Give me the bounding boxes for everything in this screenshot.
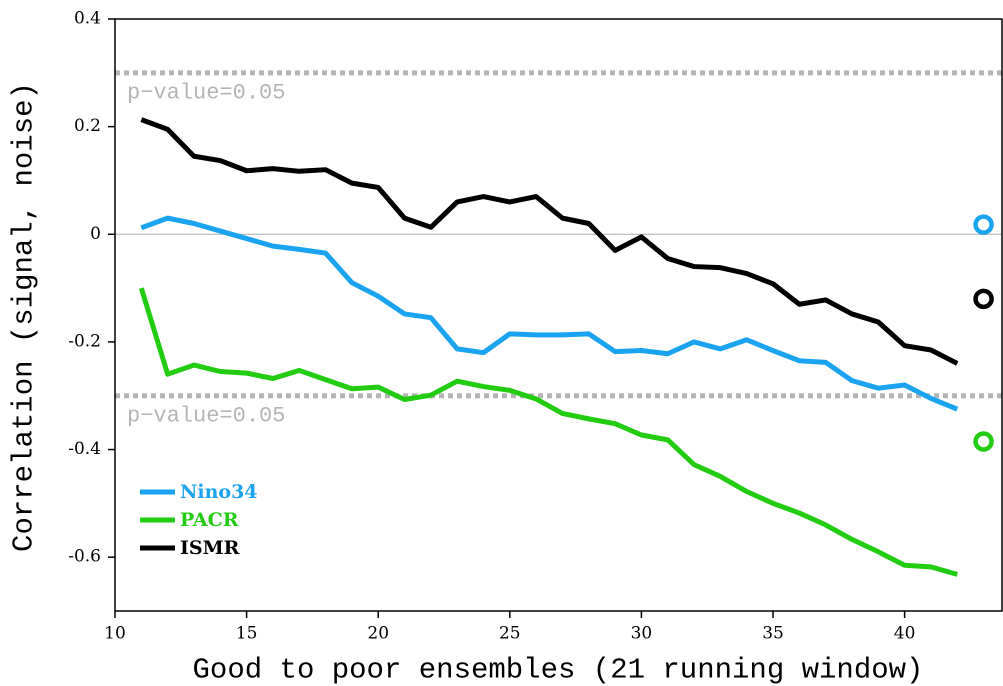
series-line [140,215,959,412]
legend-label: ISMR [180,537,240,559]
legend-label: Nino34 [180,481,258,503]
series-line [138,287,958,577]
plot-frame [114,18,1003,612]
legend-label: PACR [180,509,239,531]
x-tick-label: 40 [894,624,916,644]
y-tick-label: -0.6 [68,547,101,567]
reference-label: p−value=0.05 [127,404,285,429]
marker [973,288,994,310]
y-tick-label: 0.4 [74,9,101,29]
marker [973,431,994,452]
y-axis-label: Correlation (signal, noise) [8,82,41,552]
y-tick-label: 0.2 [74,116,101,136]
x-tick-label: 35 [762,624,784,644]
x-tick-label: 20 [367,624,389,644]
y-tick-label: 0 [90,224,101,244]
series-line [140,117,959,366]
marker [973,214,994,235]
x-tick-label: 30 [631,624,653,644]
x-tick-label: 15 [236,624,258,644]
y-tick-label: -0.4 [68,439,101,459]
reference-label: p−value=0.05 [127,81,285,106]
x-axis-label: Good to poor ensembles (21 running windo… [193,654,924,686]
y-tick-label: -0.2 [68,331,101,351]
x-tick-label: 10 [104,624,126,644]
x-tick-label: 25 [499,624,521,644]
